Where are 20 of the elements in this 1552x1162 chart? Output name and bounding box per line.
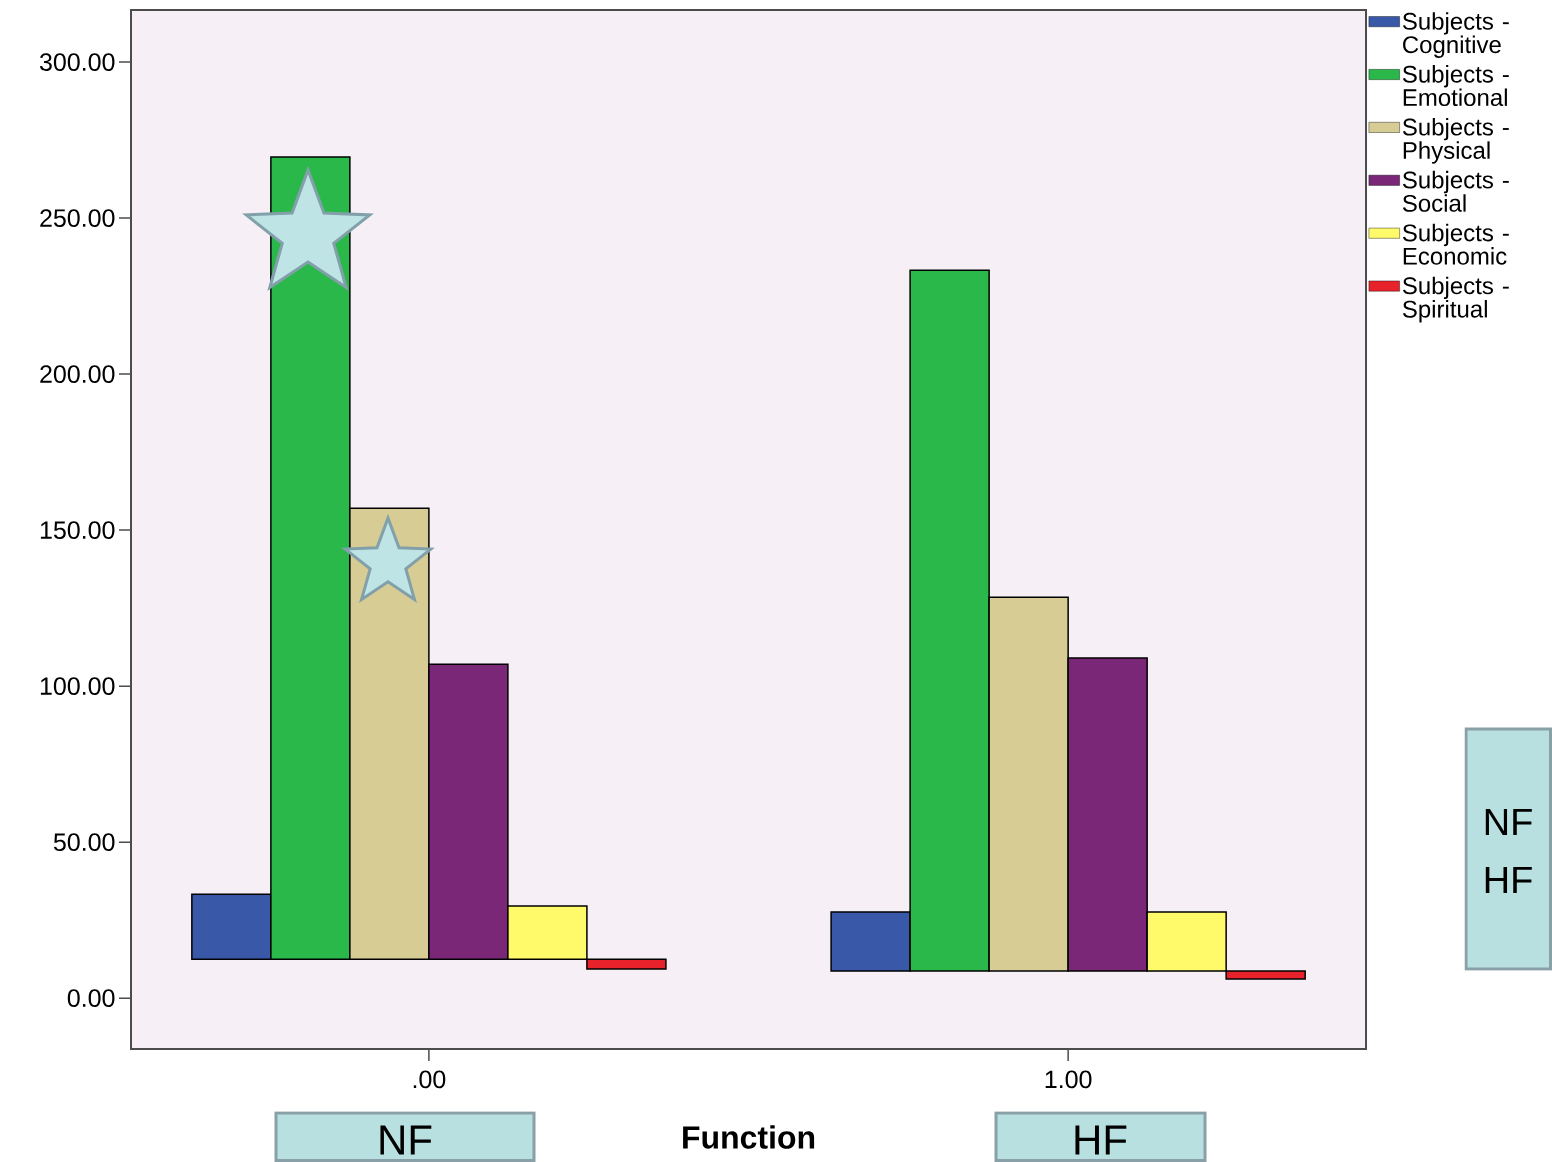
y-tick-label: 250.00 xyxy=(40,209,115,227)
text: NF xyxy=(1485,808,1532,836)
legend-label: Subjects - Physical xyxy=(1402,117,1509,164)
x-tick-label: .00 xyxy=(413,1070,446,1089)
text: HF xyxy=(1075,1125,1127,1155)
x-axis-title: Function xyxy=(683,1125,815,1149)
y-tick-label: 100.00 xyxy=(40,677,115,695)
legend-label: Subjects - Emotional xyxy=(1402,65,1509,107)
text: NF xyxy=(380,1125,432,1155)
text: HF xyxy=(1485,866,1532,894)
legend-label: Subjects - Cognitive xyxy=(1402,12,1509,58)
y-tick-label: 300.00 xyxy=(39,53,115,71)
x-tick-label: 1.00 xyxy=(1045,1070,1092,1089)
y-tick-label: 150.00 xyxy=(40,521,115,539)
legend-label: Subjects - Economic xyxy=(1402,223,1509,265)
legend-label: Subjects - Spiritual xyxy=(1402,276,1509,323)
y-tick-label: 200.00 xyxy=(40,365,115,383)
legend-label: Subjects - Social xyxy=(1402,170,1509,212)
y-tick-label: 0.00 xyxy=(67,989,115,1007)
y-tick-label: 50.00 xyxy=(53,833,115,851)
